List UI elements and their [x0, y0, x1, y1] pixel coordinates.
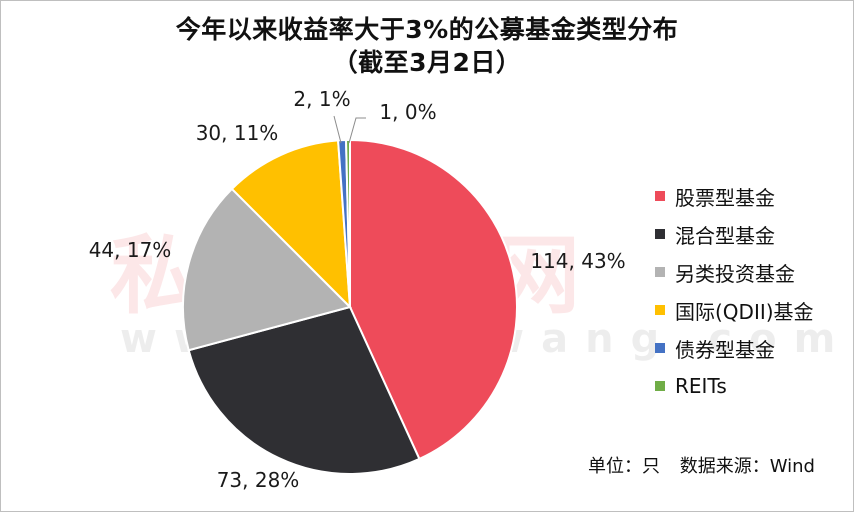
legend-swatch: [655, 343, 665, 353]
legend-swatch: [655, 267, 665, 277]
legend-swatch: [655, 191, 665, 201]
data-label-3: 44, 17%: [89, 238, 172, 262]
pie-slice-1: [349, 138, 518, 461]
legend-item-1: 股票型基金: [655, 177, 814, 215]
legend-label: 混合型基金: [675, 223, 775, 248]
legend-label: 债券型基金: [675, 337, 775, 362]
pie-slice-2: [187, 305, 421, 475]
leader-line-6: [348, 117, 366, 144]
legend: 股票型基金混合型基金另类投资基金 国际(QDII)基金 债券型基金 REITs: [655, 177, 814, 405]
legend-label: 股票型基金: [675, 185, 775, 210]
chart-subtitle: （截至3月2日）: [332, 48, 522, 77]
legend-label: 另类投资基金: [675, 261, 795, 286]
data-label-1: 114, 43%: [530, 249, 625, 273]
legend-item-3: 另类投资基金: [655, 253, 814, 291]
legend-swatch: [655, 381, 665, 391]
pie-slice-3: [182, 187, 352, 352]
legend-swatch: [655, 229, 665, 239]
chart-title: 今年以来收益率大于3%的公募基金类型分布: [175, 15, 679, 44]
data-label-4: 30, 11%: [196, 121, 279, 145]
leader-line-5: [333, 115, 342, 144]
pie-slice-4: [230, 139, 352, 310]
data-labels: 114, 43% 73, 28% 44, 17% 30, 11% 2, 1% 1, 0%: [89, 87, 626, 492]
legend-item-4: 国际(QDII)基金: [655, 291, 814, 329]
legend-label: REITs: [675, 374, 727, 398]
legend-item-5: 债券型基金: [655, 329, 814, 367]
legend-swatch: [655, 305, 665, 315]
leader-lines: [333, 115, 366, 144]
footer-note: 单位：只 数据来源：Wind: [588, 452, 815, 478]
data-label-2: 73, 28%: [217, 468, 300, 492]
legend-item-2: 混合型基金: [655, 215, 814, 253]
data-label-6: 1, 0%: [379, 100, 436, 124]
pie-slices: [182, 138, 518, 475]
data-label-5: 2, 1%: [293, 87, 350, 111]
legend-item-6: REITs: [655, 367, 814, 405]
unit-note: 单位：只: [588, 456, 660, 477]
source-note: 数据来源：Wind: [679, 456, 815, 477]
legend-label: 国际(QDII)基金: [675, 299, 814, 324]
